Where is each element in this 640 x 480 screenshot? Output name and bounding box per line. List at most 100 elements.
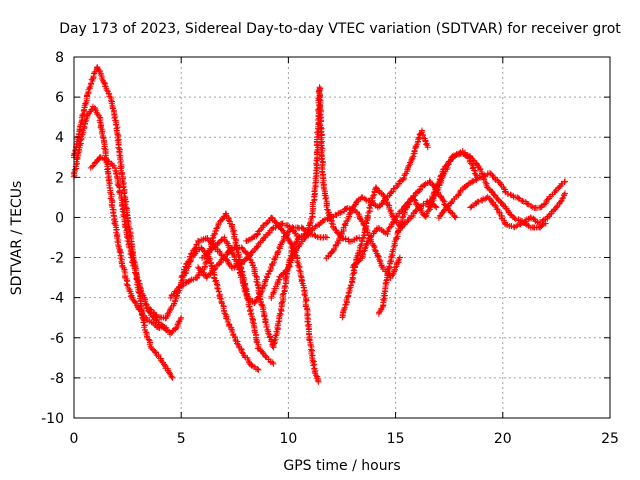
data-point [235,341,242,348]
data-point [561,179,568,186]
data-point [470,164,477,171]
data-point [168,373,175,380]
data-point [355,250,362,257]
plot-frame [73,56,611,419]
data-point [255,366,262,373]
data-point [119,178,126,185]
data-point [74,154,81,161]
series-arc-16 [425,147,549,231]
data-point [249,319,256,326]
data-point [215,288,222,295]
data-point [105,158,112,165]
y-tick-label: 0 [55,210,64,226]
series-arc-4 [145,244,262,373]
data-point [388,253,395,260]
data-point [79,112,86,119]
data-point [230,230,237,237]
data-point [98,75,105,82]
data-point [128,254,135,261]
y-tick-label: -8 [50,371,64,387]
data-point [438,194,445,201]
data-point [317,85,324,92]
y-tick-label: 6 [55,90,64,106]
data-point [358,255,365,262]
data-point [304,322,311,329]
data-point [255,228,262,235]
data-point [166,309,173,316]
data-point [396,254,403,261]
data-point [391,267,398,274]
data-point [172,288,179,295]
data-point [354,253,361,260]
data-point [169,374,176,381]
y-tick-label: -2 [50,251,64,267]
data-point [267,333,274,340]
data-point [486,170,493,177]
data-point [114,238,121,245]
data-point [174,321,181,328]
data-point [370,192,377,199]
data-point [419,129,426,136]
series-arc-14 [349,178,459,271]
data-point [306,337,313,344]
data-point [400,174,407,181]
data-point [268,214,275,221]
data-point [298,273,305,280]
data-point [433,204,440,211]
data-point [382,280,389,287]
data-point [494,195,501,202]
data-point [145,336,152,343]
data-point [146,318,153,325]
data-point [216,295,223,302]
data-point [364,238,371,245]
data-point [492,202,499,209]
data-point [258,289,265,296]
data-point [380,296,387,303]
chart-title: Day 173 of 2023, Sidereal Day-to-day VTE… [59,21,621,37]
data-point [421,182,428,189]
data-point [82,118,89,125]
data-point [321,192,328,199]
data-point [501,220,508,227]
data-point [248,249,255,256]
data-point [322,233,329,240]
data-point [278,300,285,307]
data-point [519,198,526,205]
y-tick-label: 2 [55,170,64,186]
data-point [80,123,87,130]
data-point [275,277,282,284]
data-point [103,87,110,94]
data-point [323,194,330,201]
data-point [250,322,257,329]
data-point [507,191,514,198]
y-tick-label: -4 [50,291,64,307]
data-point [112,167,119,174]
data-point [275,318,282,325]
data-points [70,64,568,385]
data-point [112,170,119,177]
data-point [118,164,125,171]
data-point [514,222,521,229]
data-point [318,144,325,151]
data-point [141,324,148,331]
series-arc-3 [87,154,170,331]
data-point [194,274,201,281]
data-point [179,272,186,279]
data-point [172,325,179,332]
data-point [123,280,130,287]
data-point [253,338,260,345]
data-point [313,149,320,156]
data-point [248,310,255,317]
data-point [90,73,97,80]
data-point [252,298,259,305]
data-point [328,220,335,227]
data-point [351,261,358,268]
series-arc-9 [243,214,322,385]
data-point [178,314,185,321]
data-point [142,329,149,336]
data-point [561,191,568,198]
y-tick-label: -6 [50,331,64,347]
x-tick-label: 25 [601,431,619,447]
data-point [369,195,376,202]
